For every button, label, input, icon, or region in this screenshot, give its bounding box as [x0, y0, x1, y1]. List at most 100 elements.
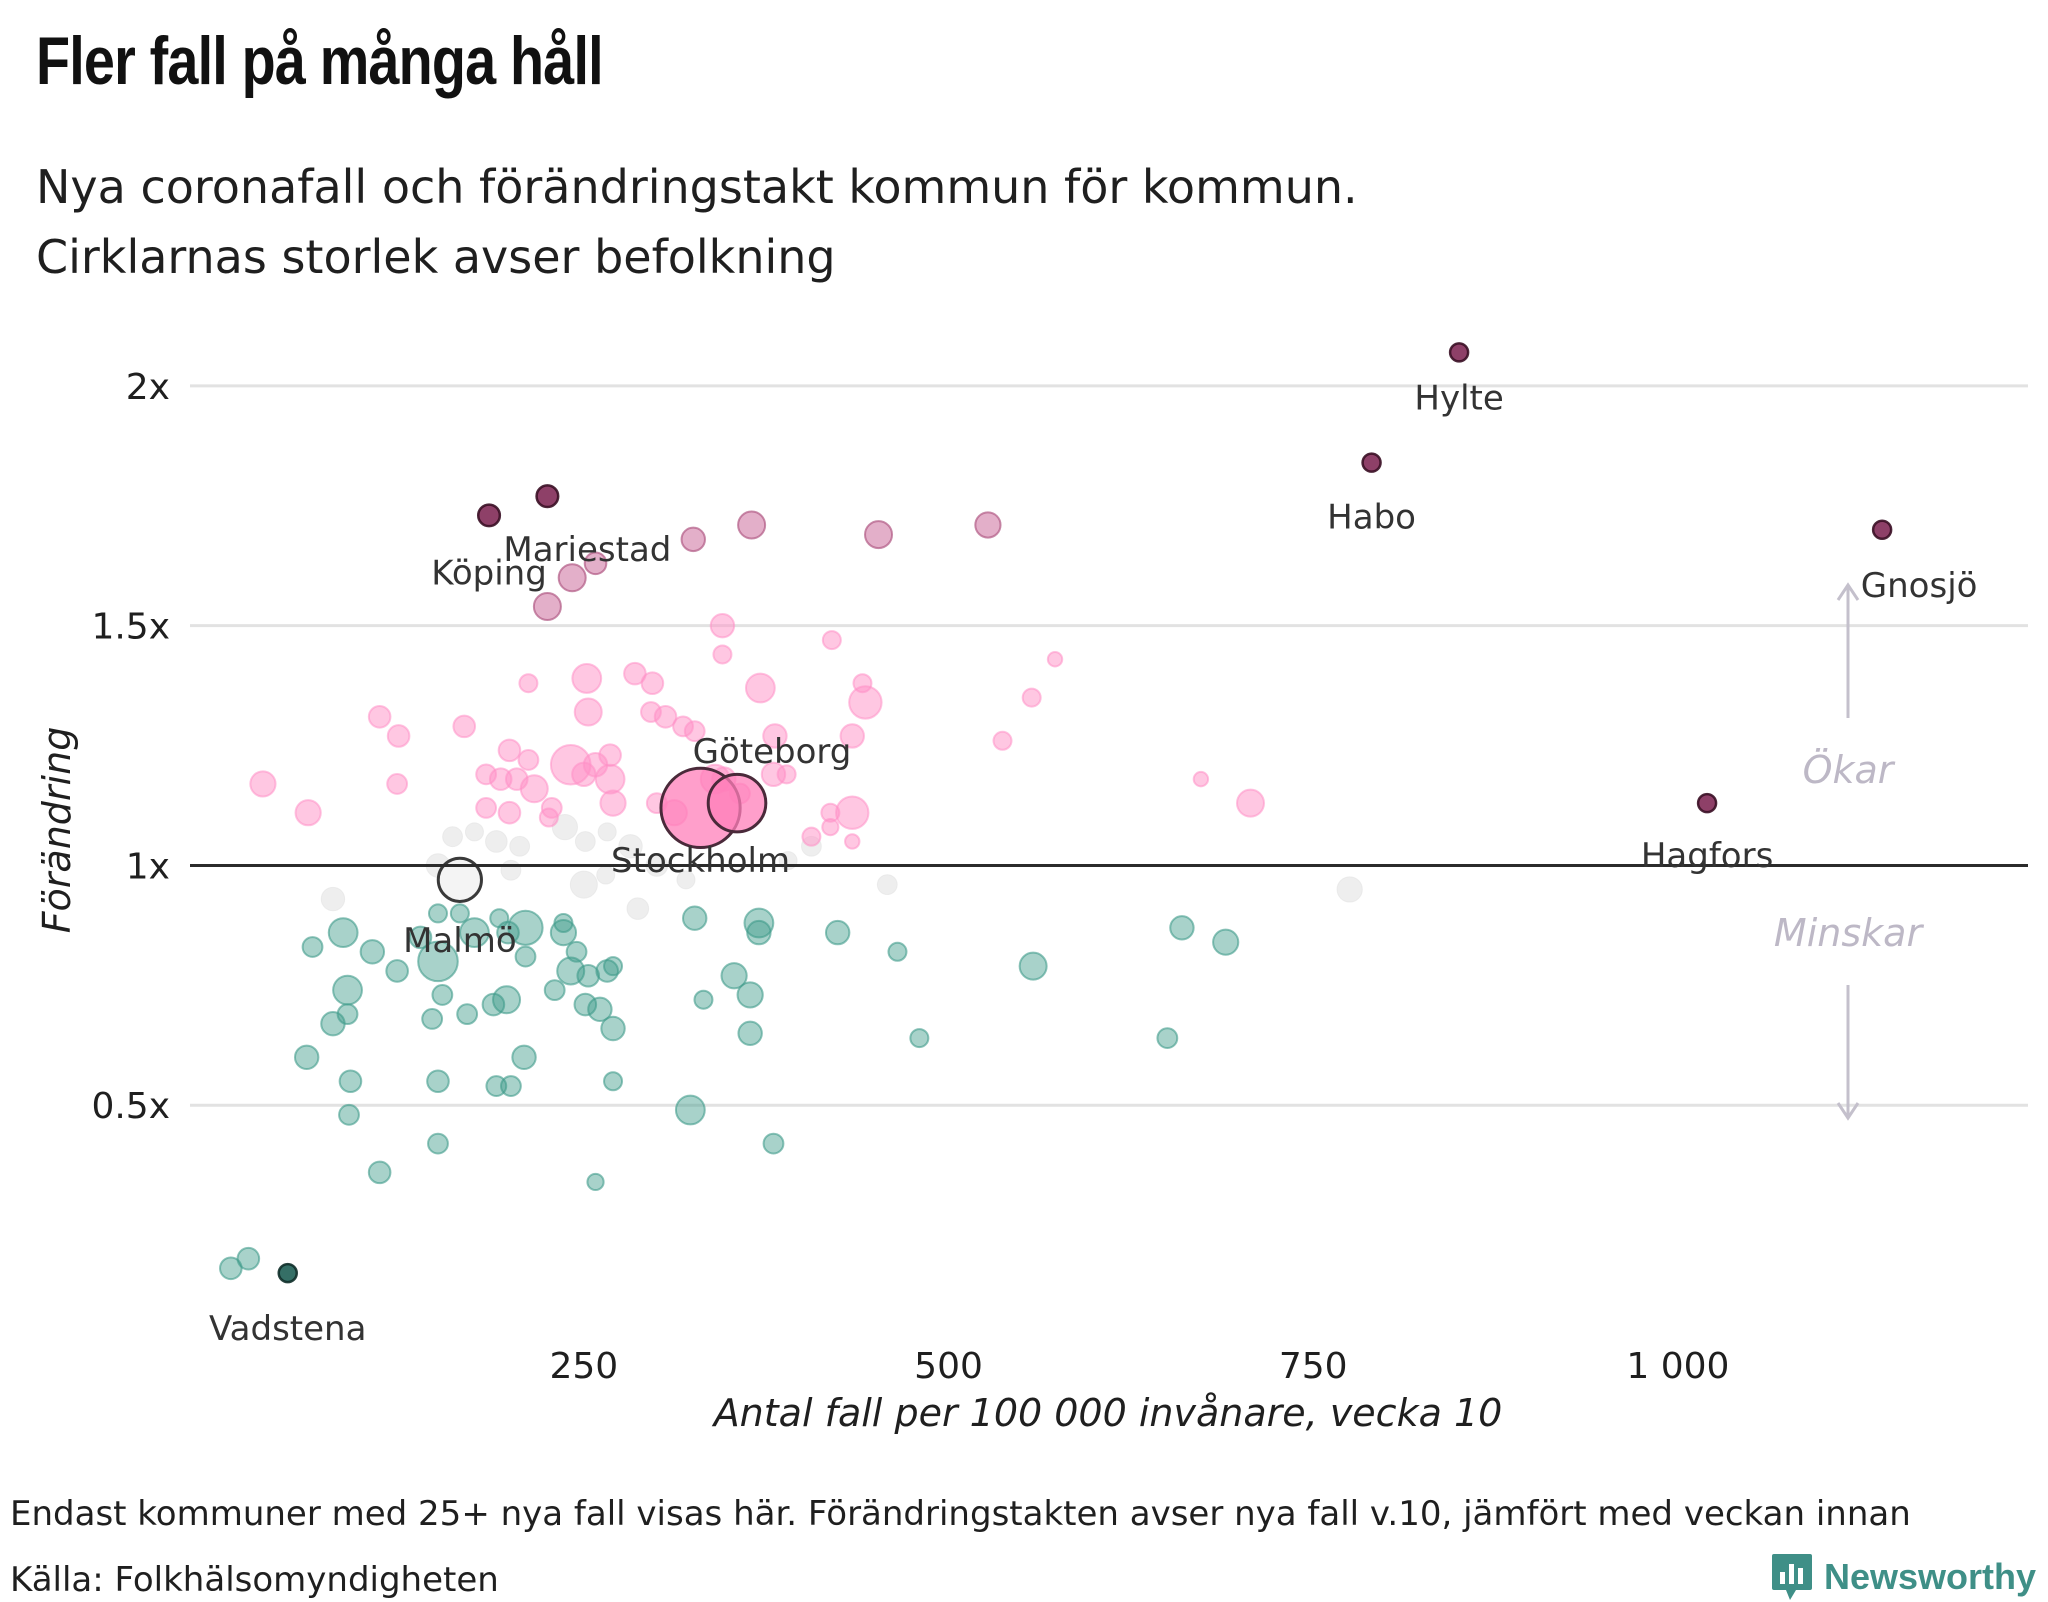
data-point [565, 940, 588, 963]
data-point [709, 612, 736, 639]
point-label-mariestad: Mariestad [503, 530, 671, 570]
data-point [1169, 915, 1195, 941]
data-point [839, 723, 865, 749]
data-point [327, 917, 359, 948]
data-point [720, 962, 748, 990]
arrow-up-head-icon [1836, 582, 1860, 601]
brand-logo: Newsworthy [1770, 1552, 2036, 1602]
data-point [1021, 687, 1042, 708]
data-point [294, 799, 322, 827]
y-axis-label: Förändring [35, 727, 79, 934]
data-point [1046, 651, 1064, 668]
data-point [367, 704, 392, 729]
data-point [517, 749, 540, 771]
data-point [475, 797, 498, 819]
data-point [421, 1008, 444, 1030]
data-point [532, 592, 562, 621]
point-label-köping: Köping [431, 553, 547, 593]
data-point [736, 981, 764, 1009]
data-point [386, 773, 409, 795]
point-label-vadstena: Vadstena [209, 1309, 366, 1349]
point-label-habo: Habo [1327, 498, 1416, 538]
data-point [597, 822, 617, 842]
data-point [801, 826, 822, 847]
data-point [992, 730, 1013, 751]
y-tick-label: 0.5x [91, 1086, 170, 1127]
data-point [452, 714, 477, 739]
data-point [887, 941, 908, 962]
data-point-malmö [436, 856, 483, 903]
data-point [746, 919, 772, 946]
data-point [514, 945, 537, 968]
data-point [744, 672, 776, 704]
data-point [974, 511, 1002, 539]
data-point [680, 526, 706, 553]
newsworthy-logo-icon [1771, 1554, 1812, 1600]
data-point [509, 835, 531, 857]
source-note: Källa: Folkhälsomyndigheten [10, 1560, 499, 1600]
data-point [492, 985, 522, 1015]
data-point [600, 1015, 626, 1042]
data-point-hagfors [1696, 792, 1718, 814]
x-tick-label: 500 [914, 1346, 983, 1387]
data-point [569, 870, 598, 899]
direction-annotation: Ökar Minskar [1774, 582, 1924, 1121]
data-point [586, 1172, 605, 1192]
point-label-hagfors: Hagfors [1641, 836, 1773, 876]
data-point [497, 800, 522, 825]
data-point [603, 1071, 624, 1092]
data-point [427, 903, 448, 924]
data-point [571, 663, 603, 694]
y-tick-label: 2x [126, 367, 170, 408]
data-point-mariestad [535, 484, 560, 509]
x-tick-label: 250 [549, 1346, 618, 1387]
data-point [249, 770, 277, 798]
data-point [1212, 928, 1240, 956]
data-point [336, 1003, 359, 1026]
data-point [587, 996, 613, 1023]
data-point-göteborg [706, 772, 768, 834]
data-point [598, 743, 622, 767]
data-point [386, 724, 411, 748]
data-point [821, 817, 840, 837]
data-point-köping [476, 503, 502, 528]
data-point [626, 897, 650, 920]
data-point [385, 959, 409, 983]
data-point [489, 908, 510, 929]
data-point [497, 738, 522, 763]
data-point [417, 940, 459, 983]
data-point [236, 1246, 261, 1271]
data-point [507, 909, 544, 946]
data-point [844, 833, 861, 850]
data-point [909, 1028, 930, 1049]
data-point-habo [1361, 452, 1382, 473]
data-point [573, 992, 598, 1017]
data-point [640, 671, 665, 696]
x-tick-label: 750 [1279, 1346, 1348, 1387]
point-label-gnosjö: Gnosjö [1861, 566, 1978, 606]
data-point [293, 1044, 320, 1070]
data-point [500, 1075, 522, 1097]
scatter-chart: 0.5x 1x 1.5x 2x 250 500 750 1 000 Hylte Habo Gno… [35, 342, 2028, 1435]
data-point [571, 761, 597, 788]
data-point [640, 701, 662, 723]
y-axis-ticks: 0.5x 1x 1.5x 2x [91, 367, 170, 1127]
data-point [712, 644, 733, 665]
point-label-stockholm: Stockholm [611, 841, 790, 881]
data-point [1336, 876, 1363, 903]
data-point [431, 984, 454, 1006]
data-point [1156, 1027, 1179, 1049]
data-point [835, 795, 870, 830]
data-point [426, 1069, 450, 1094]
footnote: Endast kommuner med 25+ nya fall visas h… [10, 1494, 1911, 1534]
data-points [219, 342, 1893, 1284]
data-point [1235, 788, 1265, 818]
data-point [301, 936, 324, 958]
data-point [338, 1069, 363, 1094]
increase-annotation: Ökar [1803, 748, 1896, 792]
data-point [500, 859, 522, 881]
data-point [1192, 770, 1210, 788]
data-point [485, 830, 508, 853]
data-point [674, 1094, 706, 1126]
chart-subtitle-line-2: Cirklarnas storlek avser befolkning [36, 230, 836, 284]
